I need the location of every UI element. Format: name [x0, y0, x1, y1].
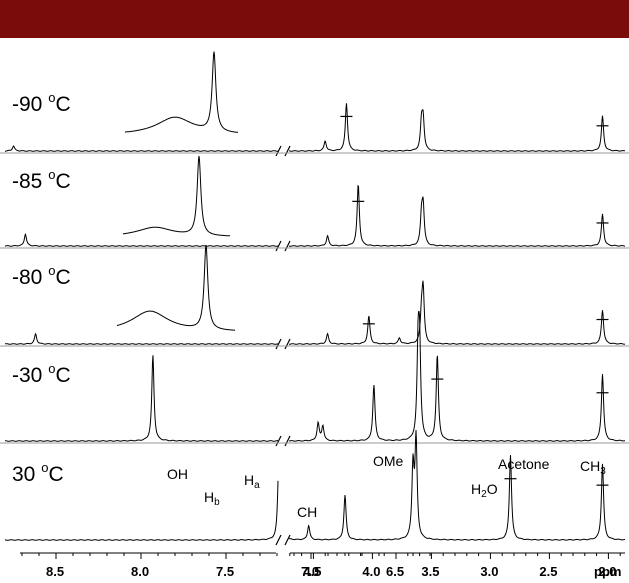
x-tick-label: 3.5: [421, 564, 440, 579]
spectrum-trace--90-right: [288, 103, 626, 152]
axis-break-mark: [284, 145, 291, 157]
peak-label-ch: CH: [297, 504, 318, 520]
x-tick-label: 2.5: [539, 564, 558, 579]
inset-trace--85: [122, 155, 230, 237]
title-bar: [0, 0, 629, 38]
spectrum-trace--90-left: [5, 145, 279, 152]
x-tick-label: 4.0: [362, 564, 381, 579]
spectrum-trace--80-right: [289, 280, 626, 345]
x-tick-label: 7.0: [301, 564, 320, 579]
peak-label-ch3: CH3: [580, 458, 606, 477]
inset-trace--90: [124, 51, 238, 133]
axis-break-mark: [275, 338, 282, 350]
x-tick-label: 2.0: [598, 564, 617, 579]
axis-break-mark: [284, 534, 291, 546]
temp-label-m90: -90 oC: [12, 90, 71, 116]
temp-label-m80: -80 oC: [12, 263, 71, 289]
x-tick-label: ppm: [594, 564, 622, 579]
inset-trace--80: [116, 244, 235, 331]
axis-break-mark: [275, 145, 282, 157]
spectrum-trace--30-right: [288, 310, 626, 442]
temp-label-m85: -85 oC: [12, 167, 71, 193]
temp-label-m30: -30 oC: [12, 361, 71, 387]
axis-break-mark: [275, 534, 282, 546]
spectrum-trace--85-left: [4, 232, 279, 247]
nmr-stacked-spectra: [0, 51, 629, 559]
spectrum-trace--30-left: [5, 355, 278, 442]
peak-label-h2o: H2O: [471, 481, 498, 500]
peak-label-oh: OH: [167, 466, 188, 482]
peak-label-ha: Ha: [244, 472, 260, 491]
x-tick-label: 6.5: [386, 564, 405, 579]
temp-label-30: 30 oC: [12, 460, 64, 486]
peak-label-acetone: Acetone: [498, 456, 550, 472]
axis-break-mark: [284, 435, 291, 447]
axis-break-mark: [275, 435, 282, 447]
x-tick-label: 8.0: [131, 564, 150, 579]
axis-break-mark: [284, 240, 291, 252]
axis-break-mark: [284, 338, 291, 350]
x-tick-label: 8.5: [46, 564, 65, 579]
spectrum-trace-30-left: [4, 480, 279, 541]
x-tick-label: 4.5: [303, 564, 322, 579]
spectrum-trace--80-left: [4, 332, 279, 345]
spectrum-trace-30-right: [289, 429, 626, 541]
x-tick-label: 7.5: [216, 564, 235, 579]
peak-label-hb: Hb: [204, 489, 220, 508]
axis-break-mark: [275, 240, 282, 252]
peak-label-ome: OMe: [373, 453, 404, 469]
spectrum-trace--85-right: [288, 184, 626, 247]
x-tick-label: 3.0: [480, 564, 499, 579]
